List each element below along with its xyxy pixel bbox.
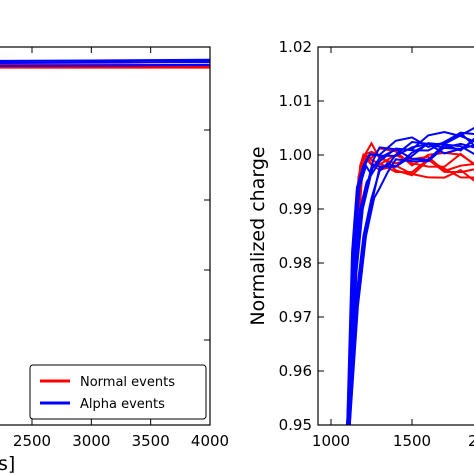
left-x-tick-label: 3000 [72, 432, 110, 450]
right-series-line [348, 143, 474, 425]
right-y-tick-label: 0.98 [279, 254, 312, 272]
right-y-tick-label: 0.99 [279, 200, 312, 218]
left-x-tick-label: 4000 [191, 432, 229, 450]
right-series-line [347, 130, 474, 425]
left-series-line [0, 58, 210, 63]
left-series-line [0, 60, 210, 65]
right-y-tick-label: 0.95 [279, 416, 312, 434]
right-series-line [347, 127, 474, 425]
right-x-tick-label: 1000 [312, 432, 350, 450]
right-series-line [346, 139, 474, 425]
left-series-line [0, 63, 210, 68]
legend-label-normal: Normal events [80, 375, 175, 390]
right-series-line [346, 137, 474, 425]
right-x-ticks: 1000 1500 [312, 47, 431, 450]
right-series-line [347, 131, 474, 425]
right-y-tick-label: 1.02 [279, 38, 312, 56]
right-y-tick-label: 0.96 [279, 362, 312, 380]
legend-label-alpha: Alpha events [80, 397, 165, 412]
left-series-group [0, 58, 210, 69]
right-y-tick-label: 0.97 [279, 308, 312, 326]
legend: Normal events Alpha events [29, 364, 207, 420]
left-chart-panel: 2500 3000 3500 4000 s] Normal events Alpha … [0, 46, 229, 474]
left-x-axis-label-fragment: s] [0, 453, 15, 474]
legend-box [29, 364, 207, 420]
right-series-line [348, 153, 474, 425]
left-x-tick-label: 3500 [132, 432, 170, 450]
right-series-line [346, 152, 474, 425]
right-x-tick-label: 1500 [393, 432, 431, 450]
left-x-tick-label: 2500 [13, 432, 51, 450]
right-y-axis-label: Normalized charge [247, 146, 269, 325]
right-y-ticks: 0.95 0.96 0.97 0.98 0.99 1.00 1.01 1.02 [279, 38, 324, 434]
left-plot-frame [0, 46, 211, 426]
right-series-line [348, 152, 474, 425]
right-x-tick-partial: 2 [468, 432, 474, 450]
right-y-tick-label: 1.01 [279, 92, 312, 110]
right-plot-frame [317, 46, 474, 426]
right-series-line [348, 142, 474, 425]
right-series-line [348, 142, 474, 425]
right-chart-panel: 1000 1500 0.95 0.96 0.97 0.98 0.99 1.00 1.01 1.0… [247, 38, 474, 450]
left-y-ticks [204, 129, 210, 341]
right-series-group [346, 127, 474, 425]
left-x-ticks: 2500 3000 3500 4000 [13, 47, 229, 450]
right-y-tick-label: 1.00 [279, 146, 312, 164]
